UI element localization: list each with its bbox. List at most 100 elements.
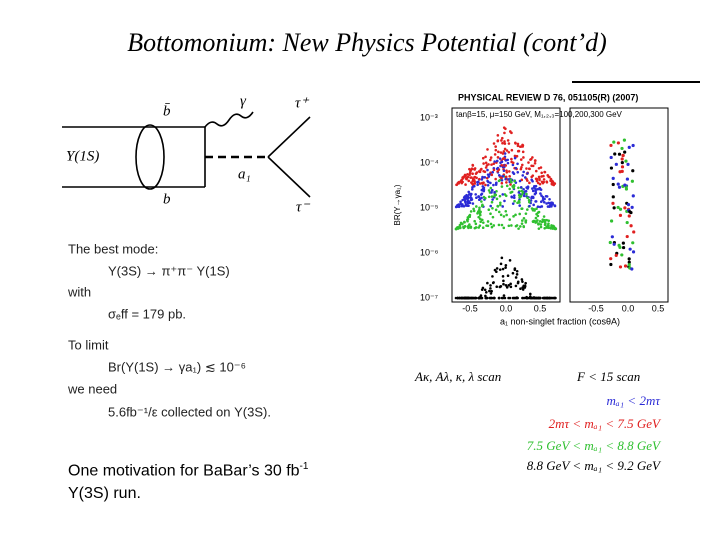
scatter-dot <box>477 215 480 219</box>
scatter-dot <box>464 201 467 204</box>
scatter-dot <box>502 169 506 173</box>
scatter-dot <box>533 296 537 300</box>
diagram-label: b̄ <box>163 103 171 119</box>
scatter-dot <box>538 177 541 181</box>
scatter-dot <box>507 142 511 145</box>
scatter-dot <box>504 209 508 213</box>
scatter-dot <box>487 175 491 178</box>
scatter-dot <box>529 292 532 296</box>
legend-item: 7.5 GeV < mₐ₁ < 8.8 GeV <box>527 438 662 453</box>
scatter-dot <box>511 271 515 275</box>
scatter-dot <box>609 257 613 261</box>
scatter-dot <box>495 159 499 163</box>
scatter-dot <box>472 209 476 213</box>
scatter-dot <box>631 194 635 198</box>
scatter-dot <box>489 181 492 185</box>
scatter-dot <box>494 208 498 212</box>
scatter-dot <box>492 162 496 166</box>
scatter-dot <box>537 227 541 230</box>
scatter-dot <box>499 213 503 217</box>
scatter-dot <box>496 139 500 143</box>
scatter-dot <box>499 262 503 266</box>
text-line: Br(Υ(1S) → γa₁) ≲ 10⁻⁶ <box>108 359 246 374</box>
scatter-dot <box>631 143 635 148</box>
scatter-dot <box>467 193 471 196</box>
scatter-dot <box>629 210 633 215</box>
scatter-dot <box>533 162 537 165</box>
x-label: a₁ non-singlet fraction (cosθA) <box>500 316 620 326</box>
scatter-dot <box>514 166 518 170</box>
text-line: The best mode: <box>68 241 158 256</box>
scatter-dot <box>479 220 482 224</box>
scatter-dot <box>487 163 490 166</box>
scatter-dot <box>516 281 520 285</box>
scatter-dot <box>631 169 635 173</box>
scatter-dot <box>463 296 467 300</box>
scatter-dot <box>537 210 541 214</box>
scatter-dot <box>466 201 470 205</box>
scatter-dot <box>471 172 474 176</box>
scatter-dot <box>545 226 549 229</box>
scatter-dot <box>507 150 511 154</box>
scatter-dot <box>469 170 472 173</box>
scatter-dot <box>514 213 517 217</box>
scatter-dot <box>505 149 509 152</box>
scatter-dot <box>507 296 510 300</box>
scatter-dot <box>505 213 508 217</box>
scatter-dot <box>498 194 502 198</box>
scatter-dot <box>620 165 625 169</box>
scatter-dot <box>507 178 511 181</box>
scatter-dot <box>504 175 508 179</box>
scatter-dot <box>520 219 524 222</box>
scatter-dot <box>491 275 494 278</box>
scatter-dot <box>524 176 527 179</box>
scatter-dot <box>534 169 538 173</box>
scatter-dot <box>487 208 491 212</box>
scatter-dot <box>491 170 494 174</box>
diagram-label: γ <box>240 93 247 109</box>
scatter-dot <box>496 156 500 159</box>
scatter-dot <box>510 180 513 184</box>
scatter-dot <box>500 163 503 167</box>
scatter-dot <box>522 187 525 191</box>
scatter-dot <box>620 253 624 257</box>
scatter-dot <box>495 267 499 270</box>
scatter-dot <box>499 285 503 288</box>
scatter-dot <box>512 296 515 300</box>
scatter-dot <box>627 145 631 149</box>
scatter-dot <box>478 211 482 215</box>
scatter-dot <box>500 256 504 260</box>
journal: PHYSICAL REVIEW D 76, 051105(R) (2007) <box>458 92 638 102</box>
scatter-dot <box>489 186 493 190</box>
scatter-dot <box>489 292 493 295</box>
y-label: BR(Υ→γa₁) <box>393 184 402 225</box>
scatter-dot <box>456 296 460 300</box>
scatter-dot <box>499 151 503 154</box>
scatter-dot <box>516 144 520 148</box>
scatter-dot <box>502 226 506 230</box>
scatter-dot <box>463 195 467 198</box>
scatter-dot <box>616 205 620 210</box>
scatter-dot <box>521 288 525 291</box>
scatter-dot <box>511 171 515 174</box>
scatter-dot <box>455 183 459 187</box>
x-tick-label: 0.5 <box>534 303 547 313</box>
scatter-dot <box>609 262 613 267</box>
scatter-dot <box>491 215 495 219</box>
scatter-dot <box>620 161 624 165</box>
scatter-dot <box>484 155 487 159</box>
scatter-dot <box>609 219 614 223</box>
scatter-dot <box>470 182 474 185</box>
scatter-dot <box>490 289 493 293</box>
scatter-dot <box>546 174 550 177</box>
scatter-dot <box>618 213 623 217</box>
scatter-dot <box>509 285 513 289</box>
scatter-dot <box>470 188 474 191</box>
scatter-dot <box>484 166 488 169</box>
scatter-dot <box>539 225 543 229</box>
legend-item: mₐ₁ < 2mτ <box>606 393 661 408</box>
scatter-dot <box>611 195 615 199</box>
scatter-dot <box>493 268 497 272</box>
scatter-dot <box>492 168 496 172</box>
scatter-dot <box>497 150 500 154</box>
